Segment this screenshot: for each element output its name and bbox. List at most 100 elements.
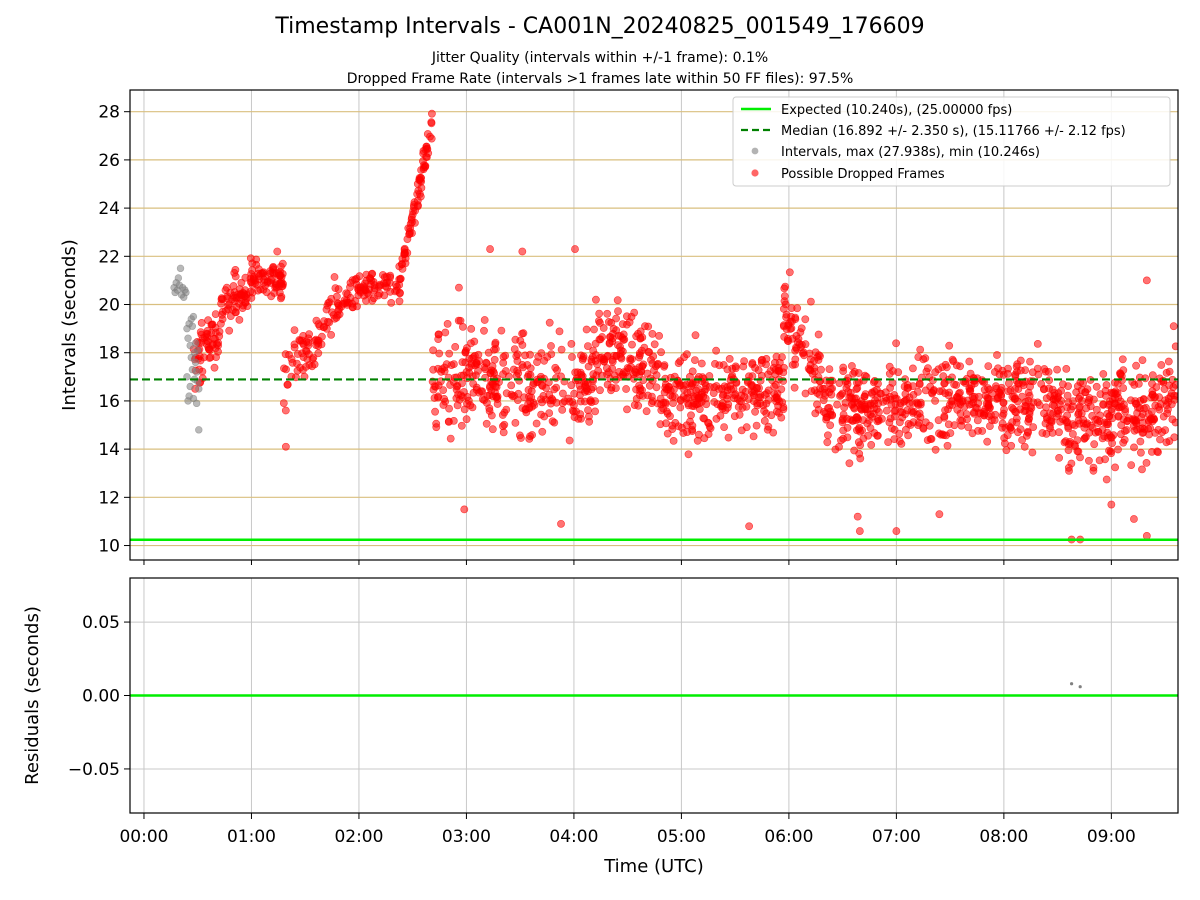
dropped-frame-point xyxy=(807,387,816,395)
dropped-frame-point xyxy=(454,316,463,325)
dropped-frame-point xyxy=(239,288,247,297)
dropped-frame-point xyxy=(1119,384,1128,392)
dropped-frame-point xyxy=(1137,448,1145,457)
dropped-frame-point xyxy=(873,393,882,402)
dropped-frame-point xyxy=(1132,361,1140,370)
dropped-frame-point xyxy=(387,298,396,307)
dropped-frame-point xyxy=(724,433,733,442)
dropped-frame-point xyxy=(784,337,793,345)
dropped-frame-point xyxy=(490,388,499,397)
dropped-frame-point xyxy=(1091,415,1100,424)
dropped-frame-point xyxy=(792,343,800,352)
dropped-frame-point xyxy=(576,391,584,399)
dropped-frame-point xyxy=(1008,418,1017,427)
dropped-frame-point xyxy=(874,379,882,388)
dropped-frame-point xyxy=(600,355,608,364)
dropped-frame-point xyxy=(999,398,1008,407)
dropped-frame-point xyxy=(224,301,233,310)
y-tick-label-top: 20 xyxy=(98,296,120,316)
dropped-frame-point xyxy=(843,376,851,385)
dropped-frame-point xyxy=(395,297,404,306)
dropped-frame-point xyxy=(984,401,993,410)
dropped-frame-point xyxy=(946,429,955,437)
dropped-frame-point xyxy=(446,434,455,443)
dropped-frame-point xyxy=(641,322,649,331)
dropped-frame-point xyxy=(1085,456,1093,465)
dropped-frame-point xyxy=(733,395,742,403)
dropped-frame-point xyxy=(1151,428,1160,437)
dropped-frame-point xyxy=(644,347,653,356)
dropped-frame-point xyxy=(816,352,824,361)
dropped-frame-point xyxy=(278,259,287,268)
dropped-frame-point xyxy=(892,527,901,535)
dropped-frame-point xyxy=(663,409,672,418)
dropped-frame-point xyxy=(525,434,534,443)
interval-point xyxy=(191,339,200,347)
y-tick-label-top: 26 xyxy=(98,151,120,171)
dropped-frame-point xyxy=(231,265,240,274)
dropped-frame-point xyxy=(340,296,349,305)
dropped-frame-point xyxy=(948,355,957,364)
dropped-frame-point xyxy=(205,345,213,354)
dropped-frame-point xyxy=(439,386,448,394)
dropped-frame-point xyxy=(1169,322,1178,331)
dropped-frame-point xyxy=(1161,426,1170,434)
dropped-frame-point xyxy=(1165,381,1174,390)
x-tick-label: 00:00 xyxy=(119,827,168,847)
dropped-frame-point xyxy=(888,424,896,433)
dropped-frame-point xyxy=(438,365,446,373)
dropped-frame-point xyxy=(612,384,620,392)
dropped-frame-point xyxy=(669,399,677,407)
y-tick-label-top: 18 xyxy=(98,344,120,364)
dropped-frame-point xyxy=(280,364,288,373)
interval-point xyxy=(184,334,192,342)
y-tick-label-top: 22 xyxy=(98,247,120,267)
dropped-frame-point xyxy=(1168,415,1177,424)
x-tick-label: 09:00 xyxy=(1087,827,1136,847)
dropped-frame-point xyxy=(965,357,974,366)
dropped-frame-point xyxy=(524,399,533,408)
dropped-frame-point xyxy=(836,392,844,400)
dropped-frame-point xyxy=(1162,438,1171,447)
dropped-frame-point xyxy=(514,389,523,398)
dropped-frame-point xyxy=(486,245,494,253)
dropped-frame-point xyxy=(499,352,508,361)
dropped-frame-point xyxy=(950,421,959,430)
dropped-frame-point xyxy=(890,407,899,416)
dropped-frame-point xyxy=(695,405,704,413)
dropped-frame-point xyxy=(248,266,256,275)
dropped-frame-point xyxy=(435,349,444,358)
dropped-frame-point xyxy=(1117,421,1126,429)
dropped-frame-point xyxy=(619,336,628,344)
dropped-frame-point xyxy=(485,404,494,413)
dropped-frame-point xyxy=(850,398,859,407)
dropped-frame-point xyxy=(941,360,950,369)
dropped-frame-point xyxy=(603,309,612,318)
dropped-frame-point xyxy=(700,434,709,443)
dropped-frame-point xyxy=(901,390,910,398)
dropped-frame-point xyxy=(864,431,872,440)
dropped-frame-point xyxy=(527,387,536,396)
dropped-frame-point xyxy=(419,147,428,155)
dropped-frame-point xyxy=(1108,389,1117,398)
dropped-frame-point xyxy=(940,379,949,388)
dropped-frame-point xyxy=(526,364,535,373)
dropped-frame-point xyxy=(1147,407,1156,416)
dropped-frame-point xyxy=(896,418,904,427)
legend-label: Intervals, max (27.938s), min (10.246s) xyxy=(781,145,1040,160)
dropped-frame-point xyxy=(480,326,488,335)
dropped-frame-point xyxy=(704,419,713,428)
dropped-frame-point xyxy=(800,351,808,360)
dropped-frame-point xyxy=(986,422,994,430)
dropped-frame-point xyxy=(252,260,261,269)
dropped-frame-point xyxy=(897,439,906,448)
dropped-frame-point xyxy=(1154,448,1162,457)
dropped-frame-point xyxy=(648,376,657,385)
dropped-frame-point xyxy=(752,421,761,430)
dropped-frame-point xyxy=(1073,447,1082,456)
dropped-frame-point xyxy=(1081,388,1090,397)
dropped-frame-point xyxy=(231,272,240,281)
dropped-frame-point xyxy=(720,423,728,431)
dropped-frame-point xyxy=(684,450,693,459)
dropped-frame-point xyxy=(290,326,299,334)
